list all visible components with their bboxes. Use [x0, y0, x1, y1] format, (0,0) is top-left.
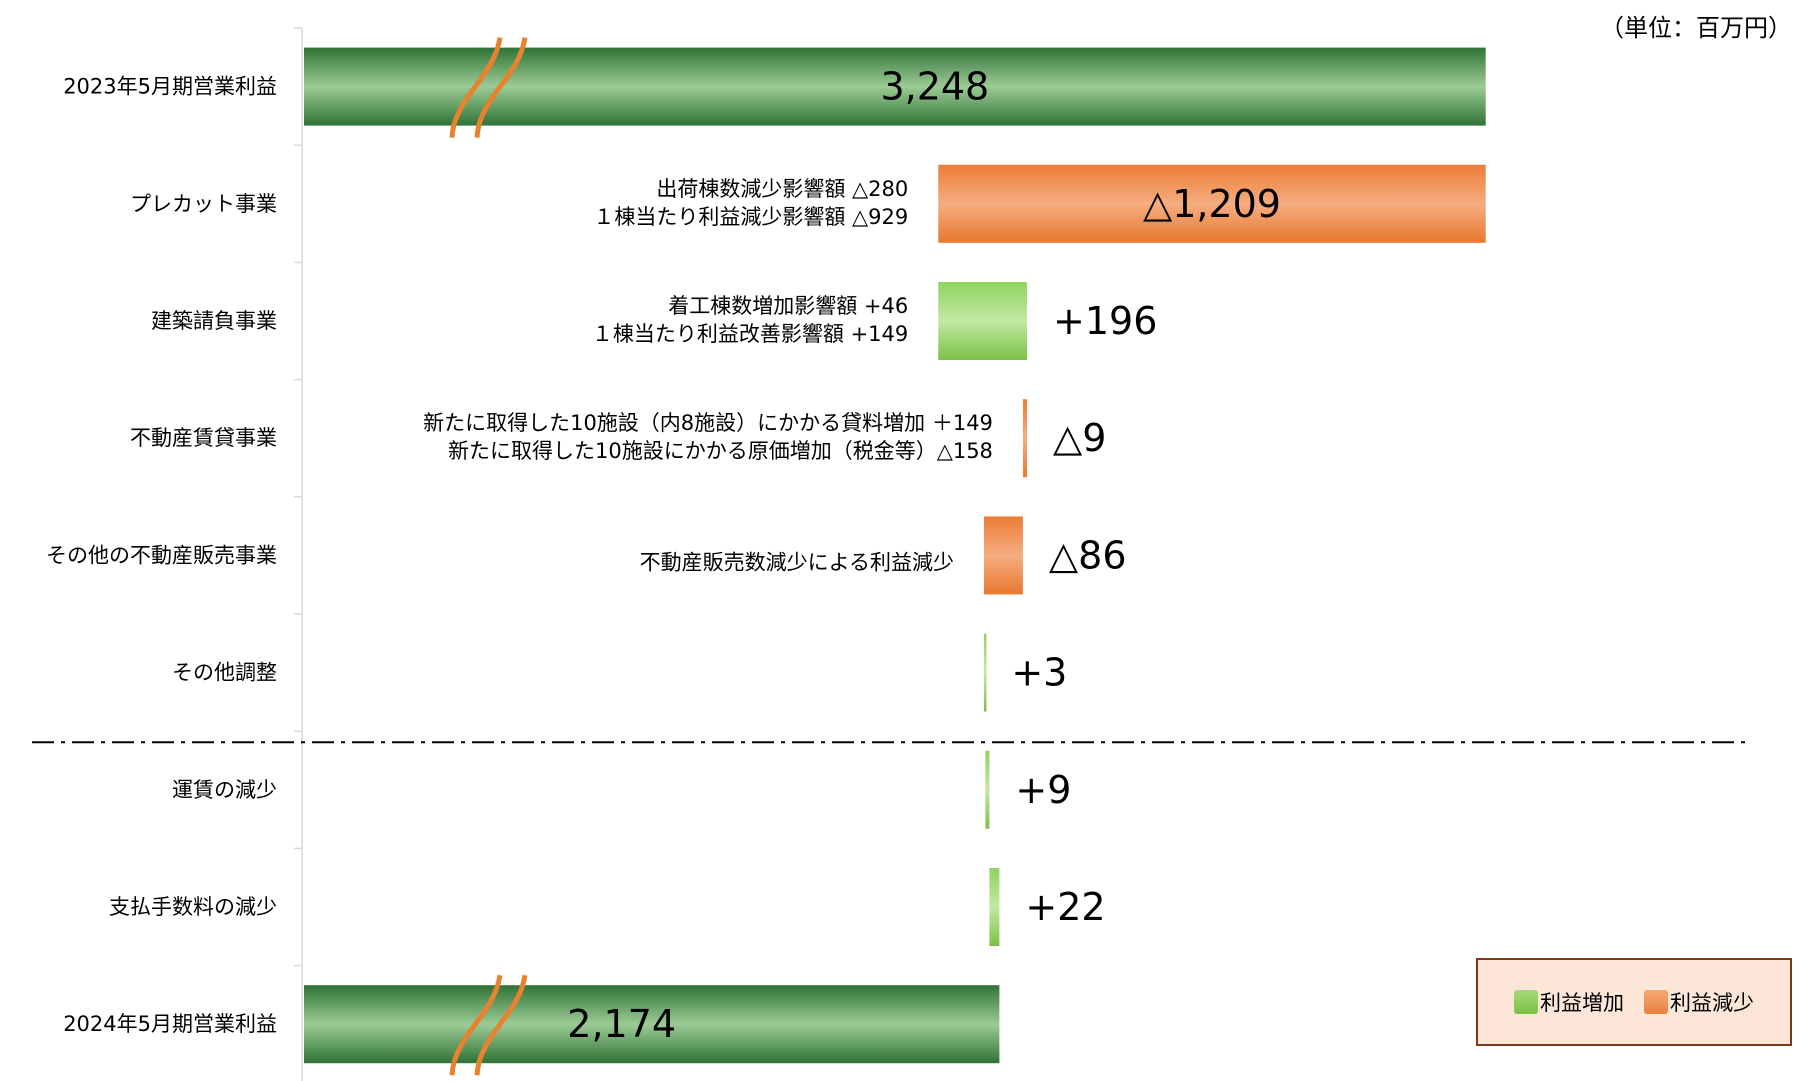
legend-swatch-decrease — [1644, 990, 1668, 1014]
value-label: +196 — [1053, 299, 1157, 343]
annotation-label: １棟当たり利益改善影響額 +149 — [592, 322, 908, 346]
annotation-label: １棟当たり利益減少影響額 △929 — [593, 205, 908, 229]
annotation-label: 新たに取得した10施設にかかる原価増加（税金等）△158 — [448, 439, 993, 463]
value-label: 2,174 — [567, 1002, 676, 1046]
axis-break-mark — [449, 37, 503, 138]
value-label: △86 — [1049, 533, 1127, 577]
bar-decrease — [983, 516, 1023, 595]
axis-break-mark — [474, 37, 528, 138]
category-label: その他の不動産販売事業 — [46, 543, 277, 567]
annotation-label: 不動産販売数減少による利益減少 — [640, 550, 954, 574]
value-label: △1,209 — [1143, 182, 1281, 226]
bar-increase — [983, 633, 987, 712]
legend: 利益増加 利益減少 — [1476, 958, 1792, 1046]
bar-increase — [985, 750, 990, 829]
category-label: プレカット事業 — [130, 192, 277, 216]
category-label: 不動産賃貸事業 — [130, 426, 277, 450]
unit-label: （単位：百万円） — [1600, 14, 1792, 42]
legend-label-increase: 利益増加 — [1540, 991, 1624, 1015]
legend-item-decrease: 利益減少 — [1644, 987, 1754, 1017]
axis-break-mark — [449, 974, 503, 1076]
category-label: 2024年5月期営業利益 — [63, 1012, 277, 1036]
bar-decrease — [938, 164, 1486, 243]
category-label: 2023年5月期営業利益 — [63, 75, 277, 99]
annotation-label: 新たに取得した10施設（内8施設）にかかる貸料増加 ＋149 — [423, 411, 993, 435]
category-label: 運賃の減少 — [172, 778, 277, 802]
bar-total — [304, 985, 1000, 1064]
value-label: △9 — [1053, 416, 1106, 460]
axis-break-mark — [474, 974, 528, 1076]
bar-decrease — [1022, 399, 1028, 478]
annotation-label: 着工棟数増加影響額 +46 — [668, 294, 908, 318]
category-label: その他調整 — [172, 661, 277, 685]
bar-increase — [989, 868, 1000, 946]
annotation-label: 出荷棟数減少影響額 △280 — [656, 177, 908, 201]
bar-increase — [938, 282, 1028, 360]
category-label: 支払手数料の減少 — [109, 895, 277, 919]
legend-swatch-increase — [1514, 990, 1538, 1014]
category-label: 建築請負事業 — [151, 309, 277, 333]
value-label: +3 — [1011, 651, 1067, 695]
value-label: +9 — [1015, 768, 1071, 812]
value-label: +22 — [1025, 885, 1105, 929]
legend-label-decrease: 利益減少 — [1670, 991, 1754, 1015]
legend-item-increase: 利益増加 — [1514, 987, 1624, 1017]
value-label: 3,248 — [880, 65, 989, 109]
